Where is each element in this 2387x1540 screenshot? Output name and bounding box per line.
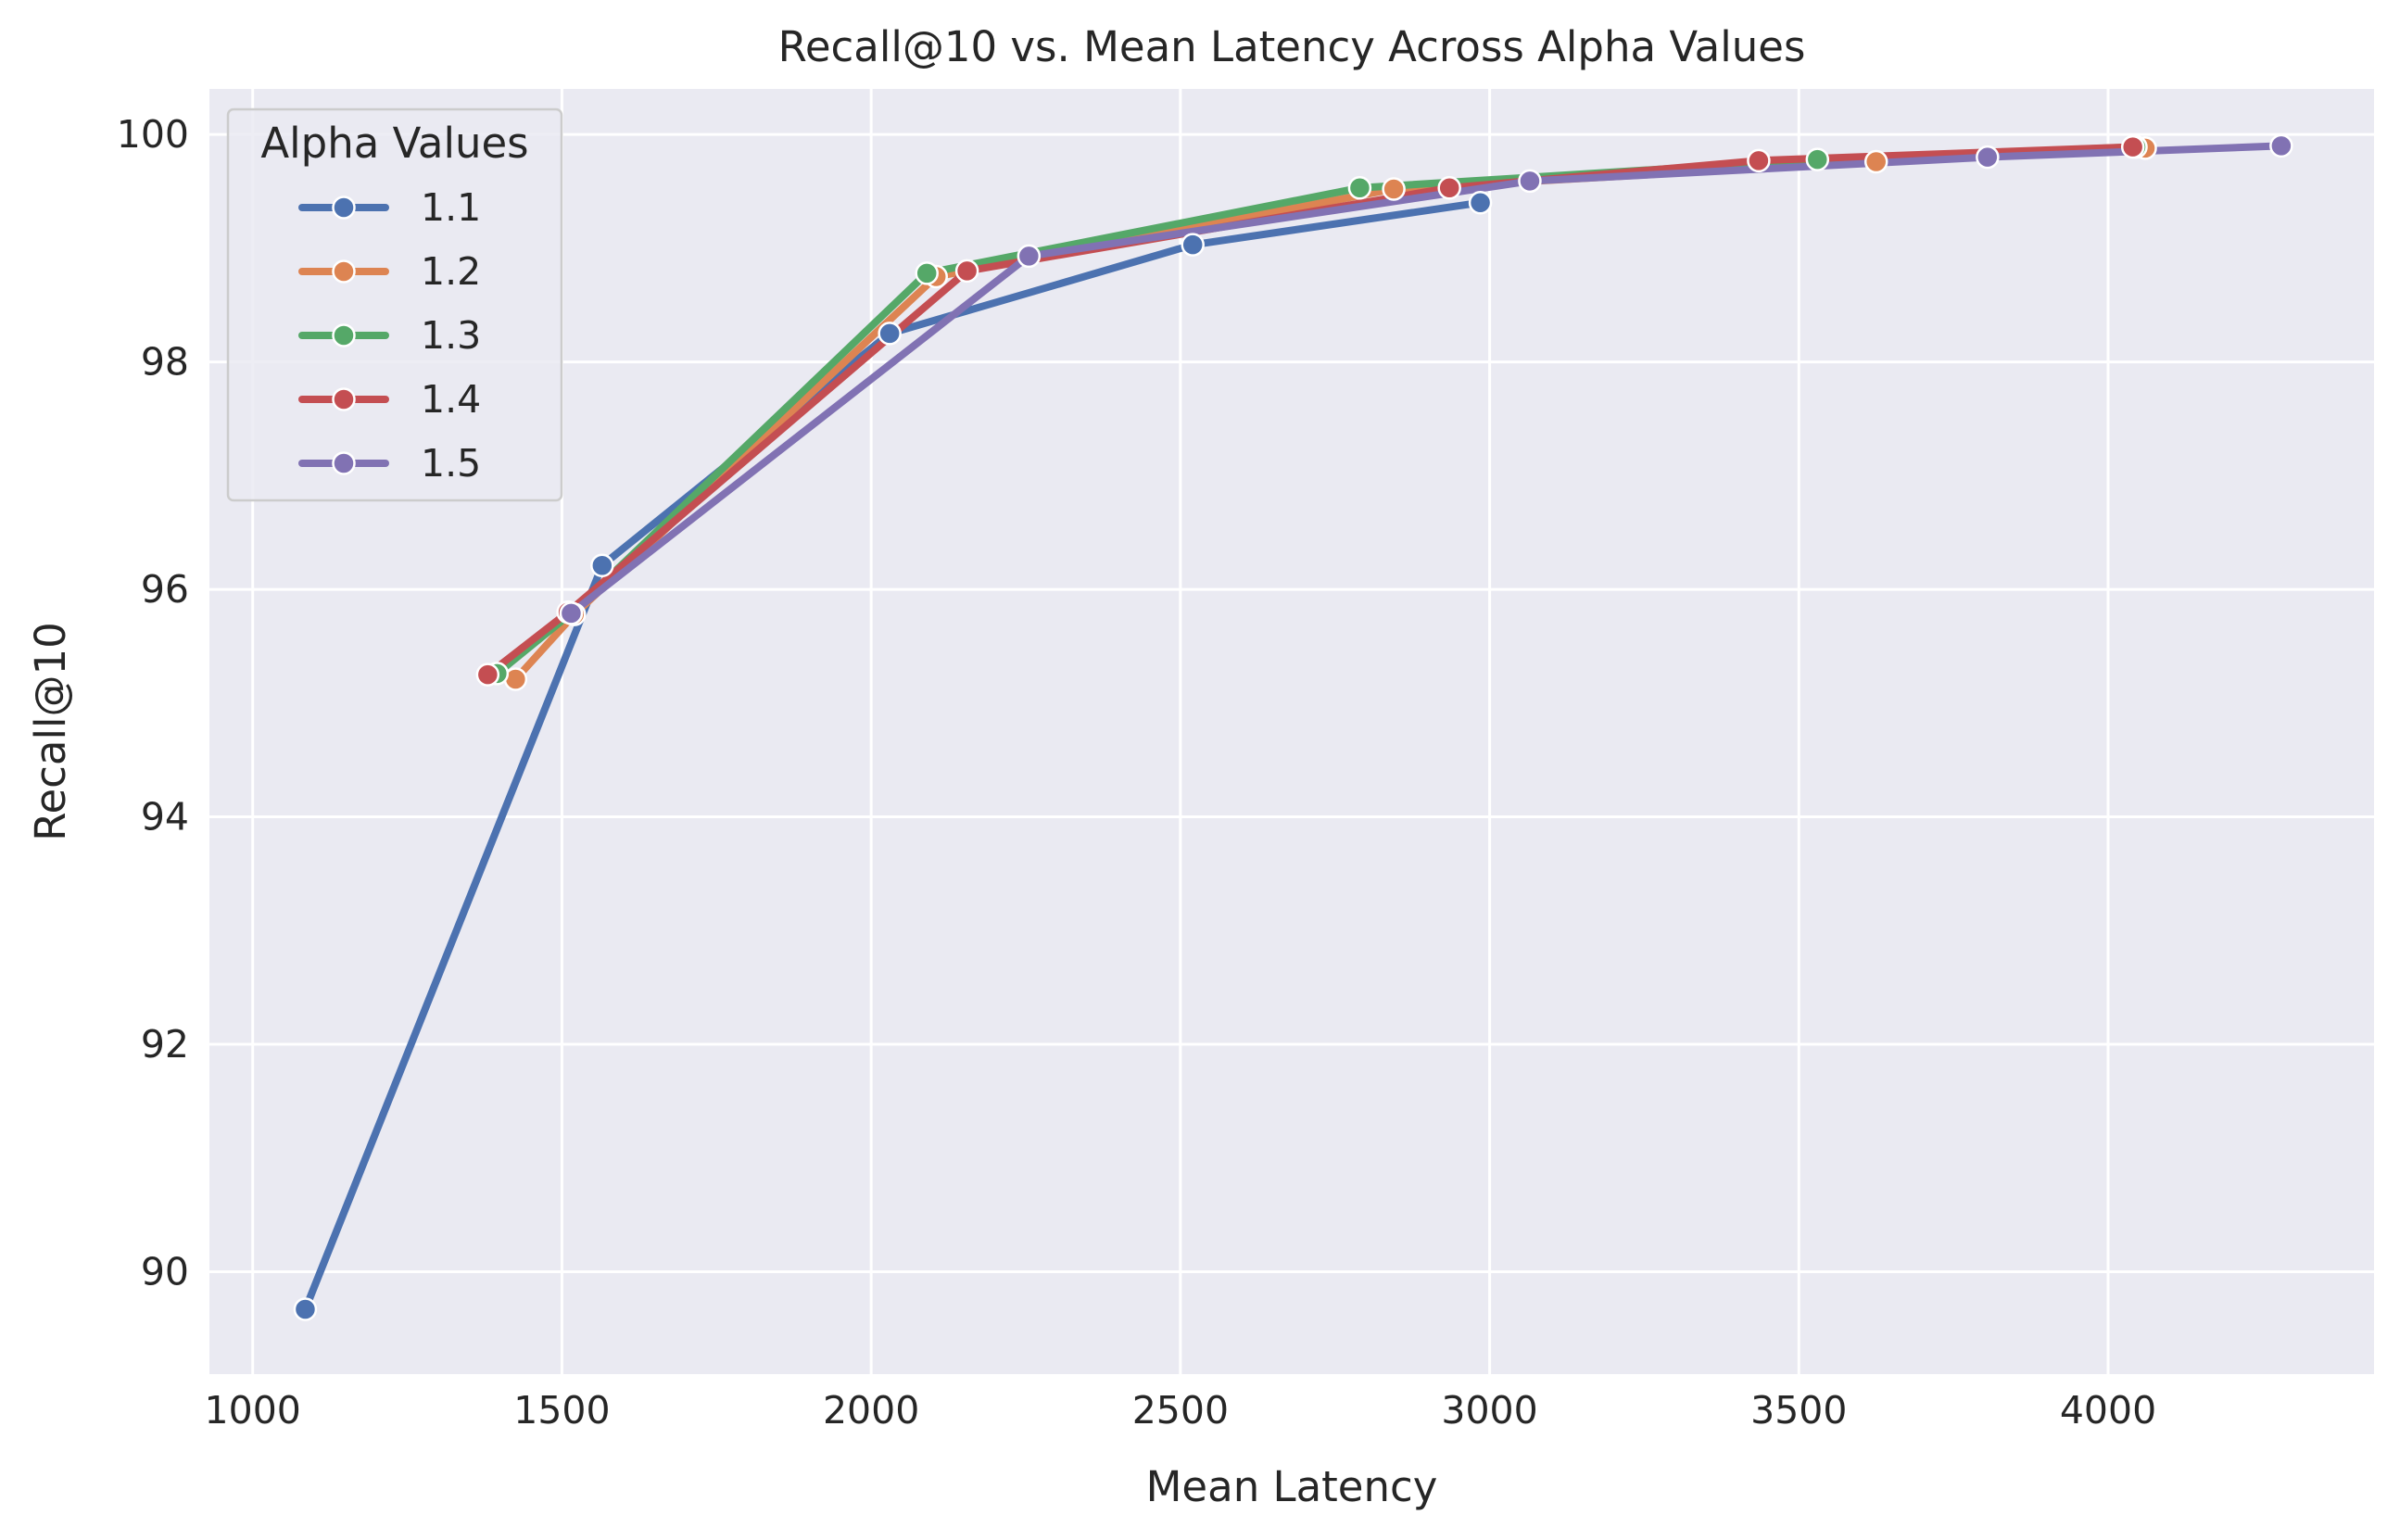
y-axis-label: Recall@10 — [26, 622, 75, 841]
data-point-1.5 — [1976, 145, 2000, 170]
x-tick-label: 4000 — [2060, 1388, 2156, 1433]
y-tick-label: 98 — [141, 340, 189, 385]
data-point-1.4 — [954, 259, 979, 284]
data-point-1.4 — [2120, 134, 2145, 159]
data-point-1.4 — [1747, 148, 1771, 173]
data-point-1.5 — [1518, 169, 1542, 194]
y-tick-label: 90 — [141, 1250, 189, 1294]
data-point-1.5 — [2269, 133, 2293, 158]
legend-swatch-marker — [332, 196, 356, 220]
x-tick-label: 2500 — [1132, 1388, 1229, 1433]
data-point-1.1 — [878, 322, 902, 346]
legend-label: 1.4 — [421, 377, 481, 422]
data-point-1.4 — [1437, 176, 1461, 200]
data-point-1.3 — [1805, 147, 1830, 171]
data-point-1.2 — [1863, 149, 1888, 174]
y-tick-label: 94 — [141, 795, 189, 839]
legend-swatch-marker — [332, 387, 356, 411]
legend-label: 1.3 — [421, 313, 481, 358]
data-point-1.1 — [1468, 190, 1493, 215]
x-tick-label: 1500 — [513, 1388, 610, 1433]
chart-title: Recall@10 vs. Mean Latency Across Alpha … — [778, 22, 1806, 71]
y-tick-label: 100 — [117, 112, 189, 157]
data-point-1.1 — [590, 553, 614, 578]
y-tick-label: 92 — [141, 1022, 189, 1067]
x-tick-label: 3500 — [1750, 1388, 1847, 1433]
data-point-1.1 — [293, 1297, 318, 1321]
legend-swatch-marker — [332, 259, 356, 284]
data-point-1.1 — [1181, 233, 1205, 257]
x-tick-label: 1000 — [205, 1388, 301, 1433]
legend-label: 1.5 — [421, 441, 481, 486]
data-point-1.3 — [1347, 176, 1372, 200]
data-point-1.5 — [1017, 244, 1042, 269]
plot-area — [209, 89, 2374, 1374]
x-axis-label: Mean Latency — [1146, 1462, 1438, 1511]
x-tick-label: 2000 — [823, 1388, 919, 1433]
legend-box — [226, 107, 563, 502]
legend-label: 1.1 — [421, 185, 481, 230]
x-tick-label: 3000 — [1441, 1388, 1537, 1433]
legend-label: 1.2 — [421, 249, 481, 294]
legend-swatch-marker — [332, 451, 356, 475]
data-point-1.2 — [1382, 177, 1406, 201]
legend-swatch-marker — [332, 323, 356, 347]
data-point-1.5 — [559, 601, 584, 625]
data-point-1.3 — [915, 261, 939, 285]
legend-title: Alpha Values — [260, 119, 528, 168]
y-tick-label: 96 — [141, 567, 189, 612]
data-point-1.4 — [475, 663, 500, 687]
